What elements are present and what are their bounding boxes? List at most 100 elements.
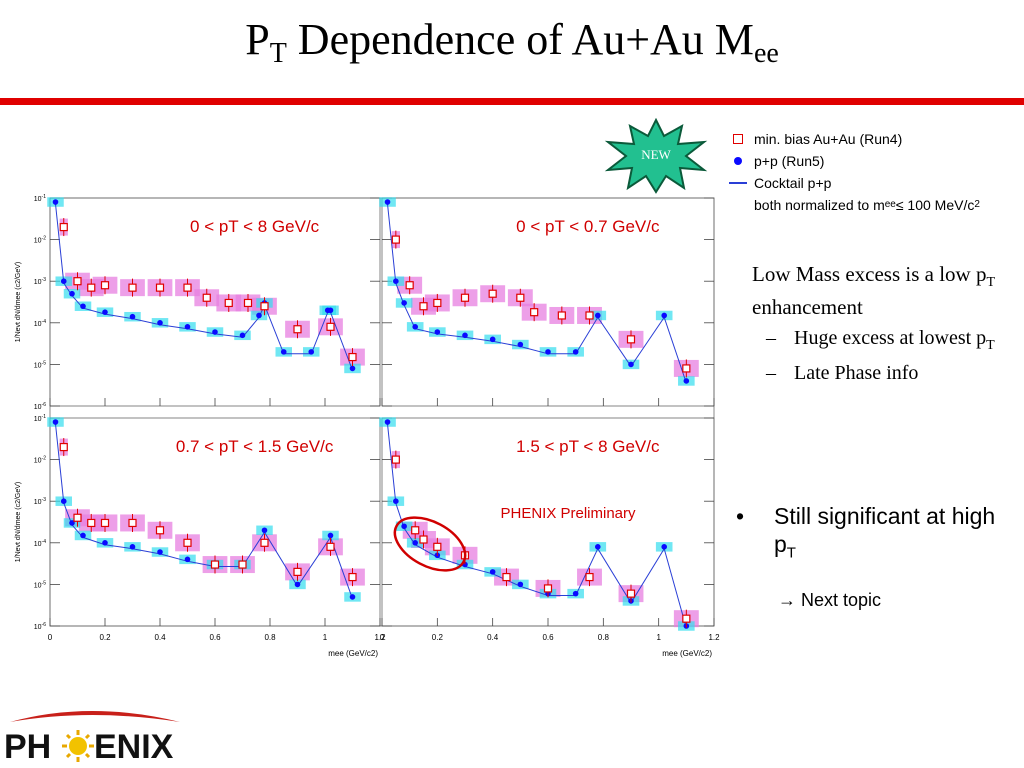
panel-label: 0 < pT < 8 GeV/c — [190, 217, 320, 236]
pp-point — [545, 349, 551, 355]
new-badge-label: NEW — [641, 147, 671, 162]
auau-point — [460, 293, 470, 302]
auau-point — [543, 584, 553, 593]
x-tick-label: 0 — [48, 633, 53, 642]
pp-point — [462, 332, 468, 339]
pt-dependence-chart: 0 < pT < 8 GeV/c 10-6 10-5 10-4 10-3 10-2 10-1… — [15, 194, 720, 658]
pp-point — [517, 581, 524, 588]
pp-point — [327, 532, 334, 539]
pp-point — [412, 324, 419, 330]
auau-point — [100, 518, 110, 528]
auau-point — [59, 222, 68, 232]
page-title: PT Dependence of Au+Au Mee — [245, 15, 779, 69]
auau-point — [155, 526, 165, 535]
pp-point — [628, 361, 634, 368]
auau-point — [73, 277, 82, 286]
auau-point — [348, 352, 357, 362]
pp-point — [412, 540, 419, 546]
x-tick-label: 0.6 — [542, 633, 554, 642]
title-divider — [0, 98, 1024, 105]
auau-point — [405, 281, 414, 290]
auau-point — [411, 526, 420, 535]
panel-top-left: 0 < pT < 8 GeV/c 10-6 10-5 10-4 10-3 10-2 10-1… — [15, 194, 381, 411]
x-tick-label: 0.4 — [487, 633, 499, 642]
auau-point — [100, 281, 110, 290]
cocktail-line — [387, 203, 687, 384]
auau-point — [210, 560, 220, 569]
y-tick-label: 10-2 — [34, 236, 46, 245]
x-tick-label: 0.8 — [598, 633, 610, 642]
pp-point — [80, 532, 86, 539]
x-tick-label: 0.4 — [154, 633, 166, 642]
pp-point — [294, 581, 301, 588]
sub-item-huge-excess: – Huge excess at lowest pT — [766, 327, 995, 354]
pp-point — [393, 498, 399, 505]
pp-point — [52, 419, 59, 425]
next-topic-link[interactable]: → Next topic — [778, 590, 882, 610]
auau-point — [530, 308, 539, 317]
pp-point — [52, 199, 59, 205]
pp-point — [308, 349, 315, 355]
auau-point — [260, 538, 269, 547]
auau-point — [128, 518, 137, 528]
legend-note: both normalized to m ee ≤ 100 MeV/c 2 — [754, 197, 980, 213]
auau-point — [73, 513, 82, 522]
auau-point — [326, 322, 335, 331]
y-tick-label: 10-2 — [34, 456, 46, 465]
legend-item-auau: min. bias Au+Au (Run4) — [728, 128, 980, 150]
phenix-preliminary-label: PHENIX Preliminary — [500, 505, 636, 522]
pp-point — [69, 290, 75, 297]
auau-point — [682, 614, 691, 623]
x-axis-label: mee (GeV/c2) — [662, 649, 712, 658]
panel-label: 0 < pT < 0.7 GeV/c — [516, 217, 660, 236]
auau-point — [433, 542, 442, 551]
auau-point — [87, 283, 96, 292]
auau-point — [585, 572, 594, 582]
pp-point — [184, 324, 191, 330]
auau-point — [391, 235, 400, 244]
auau-point — [183, 538, 192, 547]
auau-point — [488, 289, 497, 298]
auau-point — [557, 311, 566, 320]
sun-icon — [62, 730, 94, 762]
y-tick-label: 10-5 — [34, 580, 46, 589]
y-tick-label: 10-1 — [34, 194, 46, 203]
y-tick-label: 10-3 — [34, 497, 46, 506]
auau-point — [433, 298, 442, 308]
chart-legend: min. bias Au+Au (Run4) p+p (Run5) Cockta… — [728, 128, 980, 216]
auau-point — [87, 518, 96, 528]
pp-point — [256, 312, 262, 319]
legend-item-cocktail: Cocktail p+p — [728, 172, 980, 194]
auau-point — [224, 298, 233, 308]
x-axis-label: mee (GeV/c2) — [328, 649, 378, 658]
pp-point — [683, 378, 690, 384]
auau-point — [326, 542, 335, 551]
auau-point — [128, 283, 137, 292]
y-tick-label: 10-4 — [34, 319, 46, 328]
pp-point — [327, 307, 334, 314]
pp-point — [661, 312, 667, 319]
new-starburst-icon: NEW — [604, 118, 708, 194]
panel-bottom-left: 0.7 < pT < 1.5 GeV/c 10-6 10-5 10-4 10-3 10-2… — [15, 414, 386, 658]
y-tick-label: 10-6 — [34, 402, 46, 411]
pp-point — [384, 419, 391, 425]
auau-point — [585, 311, 594, 320]
pp-point — [572, 590, 579, 597]
pp-point — [280, 349, 287, 355]
auau-point — [293, 567, 302, 576]
low-mass-text: Low Mass excess is a low pT enhancement … — [752, 262, 1018, 388]
pp-point — [129, 544, 136, 550]
auau-point — [626, 589, 636, 598]
highlight-ellipse — [393, 516, 467, 572]
auau-point — [419, 302, 428, 311]
pp-point — [157, 320, 163, 326]
x-tick-label: 0 — [380, 633, 385, 642]
auau-point — [682, 364, 691, 373]
x-tick-label: 1 — [656, 633, 661, 642]
x-tick-label: 1 — [323, 633, 328, 642]
pp-point — [184, 556, 191, 563]
pp-point — [349, 594, 356, 600]
auau-point — [419, 535, 428, 544]
auau-point — [391, 455, 400, 464]
panel-label: 0.7 < pT < 1.5 GeV/c — [176, 437, 334, 456]
